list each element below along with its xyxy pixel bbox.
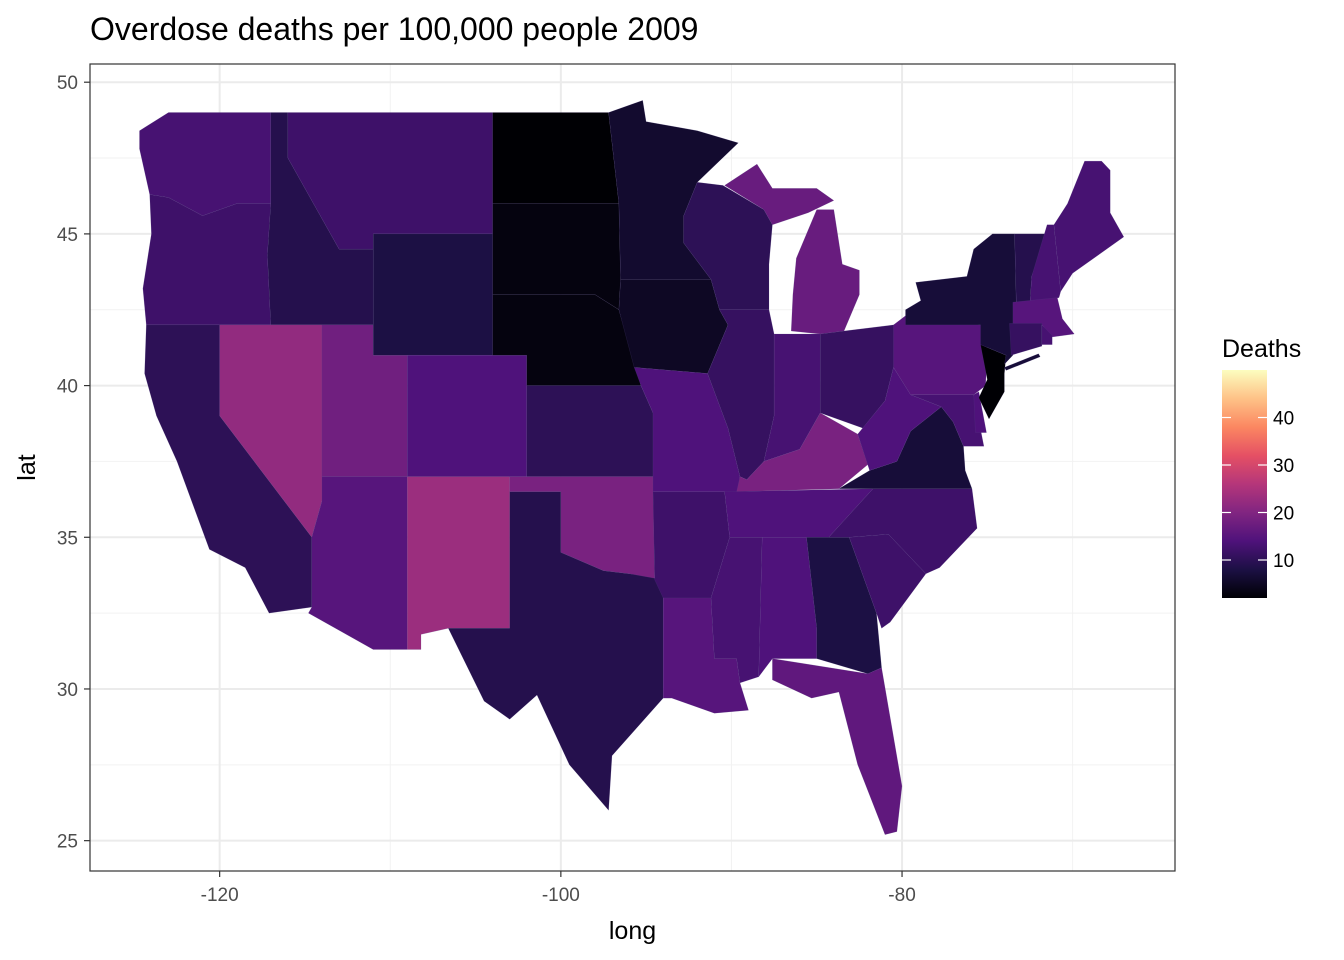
y-axis-title: lat	[13, 454, 41, 480]
state-wa	[139, 112, 271, 216]
state-vt	[1014, 233, 1048, 304]
chart-title: Overdose deaths per 100,000 people 2009	[90, 11, 698, 47]
x-tick-label: -100	[542, 885, 580, 906]
state-polygons	[139, 100, 1125, 835]
x-tick-label: -80	[888, 885, 915, 906]
state-fl	[772, 658, 903, 835]
state-ky	[736, 412, 869, 492]
state-nd	[492, 112, 620, 204]
state-tx	[448, 491, 664, 811]
state-de	[973, 391, 987, 433]
x-tick-label: -120	[201, 885, 239, 906]
y-tick-label: 45	[57, 225, 78, 246]
legend: Deaths 10 20 30 40	[1222, 335, 1301, 598]
state-pa	[893, 315, 988, 395]
legend-colorbar	[1222, 370, 1267, 598]
state-ct	[1009, 323, 1043, 356]
state-sd	[492, 203, 621, 311]
state-li	[1004, 353, 1041, 371]
x-axis-ticks: -120 -100 -80	[201, 871, 916, 906]
y-tick-label: 35	[57, 528, 78, 549]
state-co	[407, 355, 527, 477]
state-mi	[791, 209, 860, 335]
state-ks	[526, 385, 654, 477]
state-nm	[407, 476, 510, 650]
state-ia	[618, 279, 729, 374]
y-tick-label: 30	[57, 680, 78, 701]
legend-title: Deaths	[1222, 335, 1301, 363]
legend-ticks: 10 20 30 40	[1222, 409, 1294, 572]
state-me	[1053, 160, 1125, 293]
plot-border	[89, 63, 1176, 872]
legend-tick-label: 40	[1273, 409, 1294, 430]
state-al	[758, 537, 817, 678]
legend-tick-label: 10	[1273, 551, 1294, 572]
legend-tick-label: 20	[1273, 504, 1294, 525]
state-or	[142, 194, 271, 326]
y-tick-label: 40	[57, 377, 78, 398]
state-nv	[219, 324, 323, 538]
y-tick-label: 25	[57, 832, 78, 853]
y-tick-label: 50	[57, 73, 78, 94]
y-axis-ticks: 25 30 35 40 45 50	[57, 73, 90, 853]
state-wy	[373, 233, 493, 356]
x-axis-title: long	[609, 917, 656, 945]
state-mi-up	[724, 163, 835, 226]
legend-tick-label: 30	[1273, 456, 1294, 477]
state-ri	[1041, 324, 1053, 345]
